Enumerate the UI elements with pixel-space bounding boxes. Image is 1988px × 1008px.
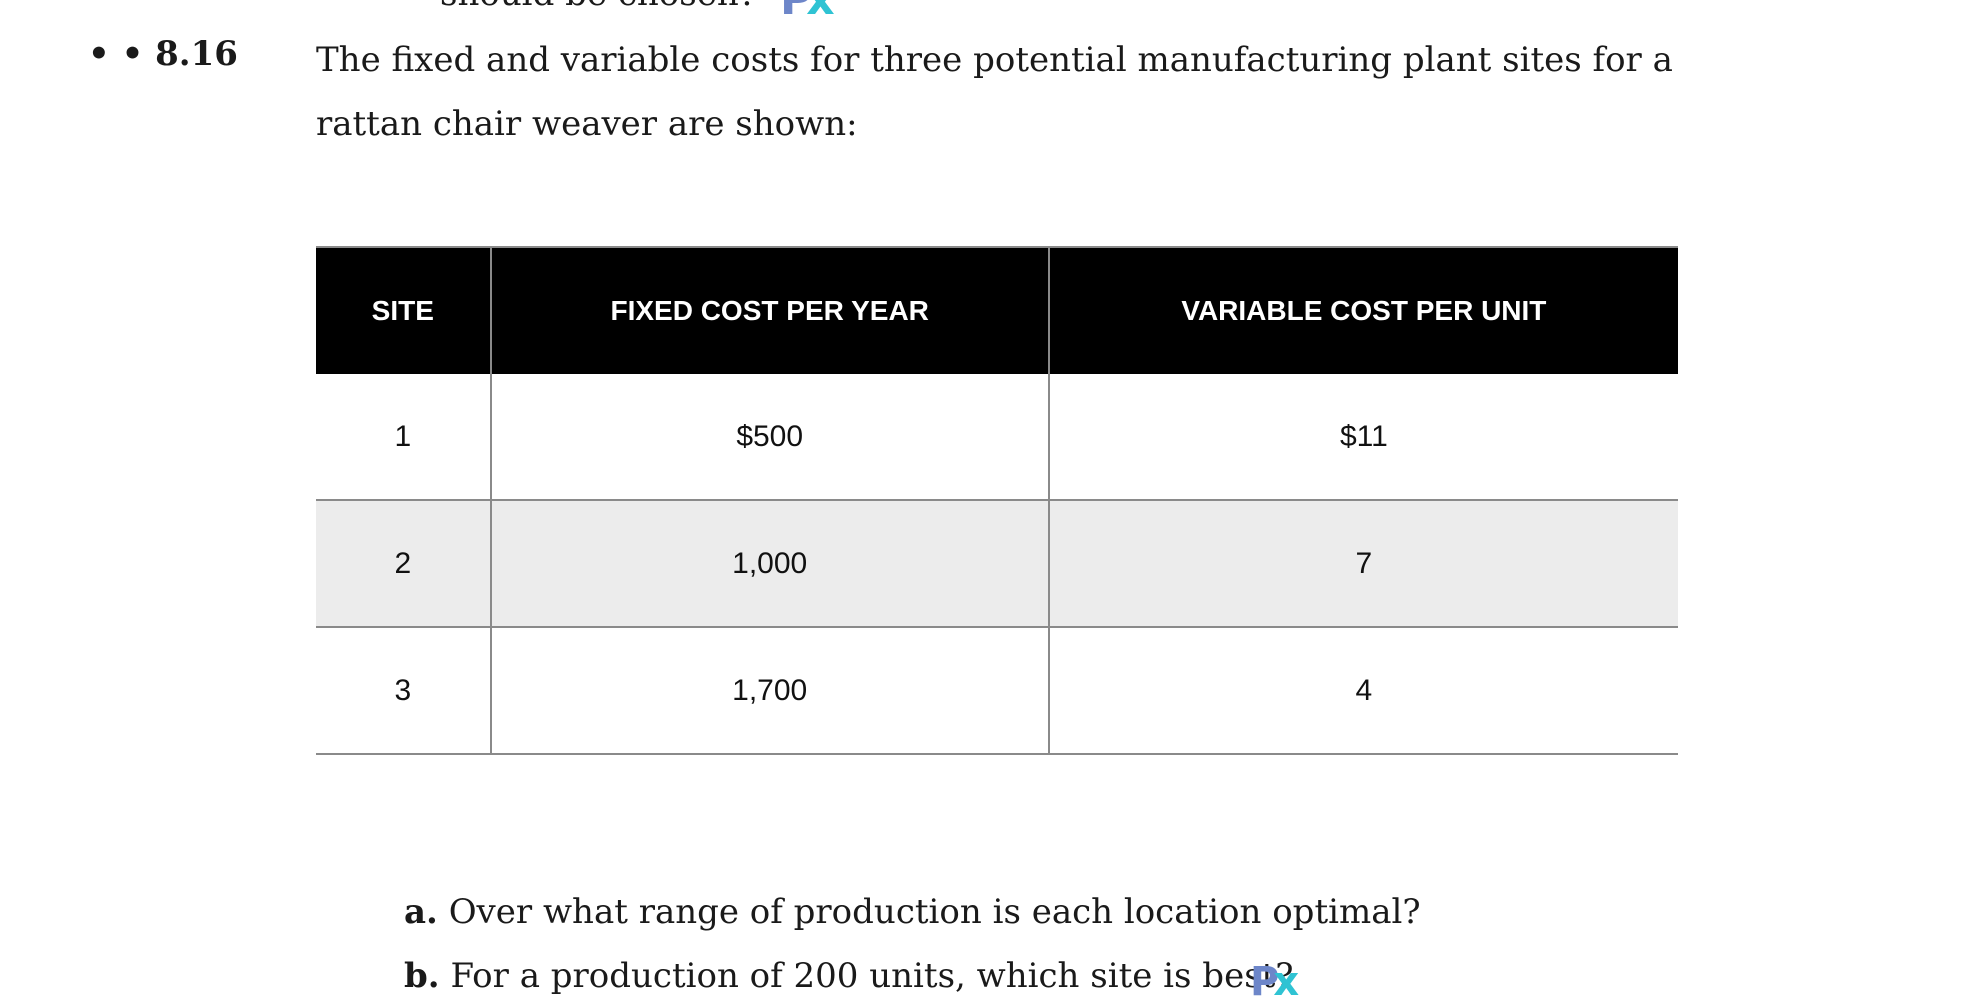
question-label: b.: [404, 956, 440, 996]
cell-site: 2: [316, 500, 492, 628]
cell-fixed-cost: 1,000: [489, 500, 1050, 628]
question-label: a.: [404, 892, 438, 932]
header-site: SITE: [316, 246, 492, 374]
px-logo-x: x: [1273, 959, 1300, 1005]
header-fixed-cost: FIXED COST PER YEAR: [489, 246, 1050, 374]
px-logo-icon[interactable]: Px: [1250, 962, 1299, 1002]
question-a: a. Over what range of production is each…: [404, 880, 1421, 944]
px-logo-p: P: [1250, 959, 1280, 1005]
px-logo-icon[interactable]: Px: [780, 0, 835, 22]
table-header-row: SITE FIXED COST PER YEAR VARIABLE COST P…: [316, 246, 1678, 374]
clipped-previous-line: should be chosen?: [440, 0, 757, 14]
cost-table: SITE FIXED COST PER YEAR VARIABLE COST P…: [316, 246, 1678, 755]
problem-statement: The fixed and variable costs for three p…: [316, 40, 1673, 144]
cell-fixed-cost: $500: [489, 374, 1050, 501]
table-row: 3 1,700 4: [316, 627, 1678, 755]
px-logo-x: x: [806, 0, 834, 25]
cell-site: 1: [316, 374, 492, 501]
px-logo-p: P: [780, 0, 812, 25]
problem-number: • • 8.16: [88, 34, 238, 74]
question-text: Over what range of production is each lo…: [448, 892, 1421, 932]
question-b: b. For a production of 200 units, which …: [404, 944, 1421, 1008]
cell-variable-cost: 4: [1047, 627, 1678, 755]
header-variable-cost: VARIABLE COST PER UNIT: [1047, 246, 1678, 374]
table-row: 2 1,000 7: [316, 500, 1678, 628]
cell-variable-cost: $11: [1047, 374, 1678, 501]
cell-fixed-cost: 1,700: [489, 627, 1050, 755]
question-list: a. Over what range of production is each…: [404, 880, 1421, 1008]
table-row: 1 $500 $11: [316, 374, 1678, 501]
cell-variable-cost: 7: [1047, 500, 1678, 628]
question-text: For a production of 200 units, which sit…: [450, 956, 1294, 996]
cell-site: 3: [316, 627, 492, 755]
